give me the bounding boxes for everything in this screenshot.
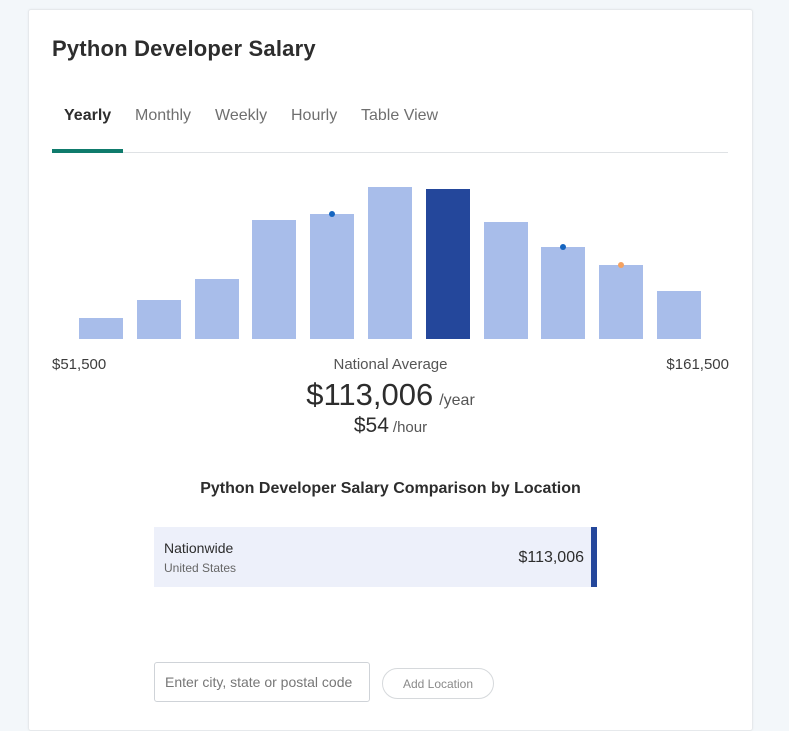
histogram-bar <box>541 247 585 339</box>
yearly-average-unit: /year <box>439 392 475 409</box>
tab-yearly[interactable]: Yearly <box>64 107 112 124</box>
tab-table-view[interactable]: Table View <box>361 107 439 124</box>
bar-marker-dot <box>618 262 624 268</box>
histogram-bar <box>657 291 701 339</box>
bar-marker-dot <box>560 244 566 250</box>
histogram-bar <box>599 265 643 339</box>
yearly-average: $113,006/year <box>29 377 752 413</box>
location-row-nationwide: Nationwide United States $113,006 <box>154 527 597 587</box>
page-title: Python Developer Salary <box>52 36 316 61</box>
histogram-bar <box>137 300 181 339</box>
histogram-bar <box>426 189 470 339</box>
tab-monthly[interactable]: Monthly <box>135 107 192 124</box>
hourly-average-unit: /hour <box>392 419 428 436</box>
yearly-average-value: $113,006 <box>306 377 434 412</box>
hourly-average-value: $54 <box>353 414 389 437</box>
chart-min-label: $51,500 <box>52 356 107 373</box>
histogram-bar <box>484 222 528 339</box>
location-salary: $113,006 <box>518 549 584 566</box>
chart-max-label: $161,500 <box>666 356 729 373</box>
histogram-bar <box>310 214 354 339</box>
histogram-bar <box>79 318 123 339</box>
bar-marker-dot <box>329 211 335 217</box>
location-search-input[interactable] <box>154 662 370 702</box>
histogram-bar <box>252 220 296 339</box>
histogram-bar <box>368 187 412 339</box>
comparison-title: Python Developer Salary Comparison by Lo… <box>200 480 581 497</box>
add-location-button[interactable]: Add Location <box>382 668 494 699</box>
tab-weekly[interactable]: Weekly <box>215 107 268 124</box>
period-tabs: Yearly Monthly Weekly Hourly Table View <box>52 105 728 153</box>
tab-hourly[interactable]: Hourly <box>291 107 338 124</box>
location-salary-bar <box>591 527 597 587</box>
location-country: United States <box>164 561 237 575</box>
chart-center-label: National Average <box>333 356 448 373</box>
histogram-bar <box>195 279 239 339</box>
hourly-average: $54/hour <box>29 414 752 438</box>
location-name: Nationwide <box>164 540 234 556</box>
active-tab-indicator <box>52 149 123 153</box>
salary-card: Python Developer Salary Yearly Monthly W… <box>28 9 753 731</box>
